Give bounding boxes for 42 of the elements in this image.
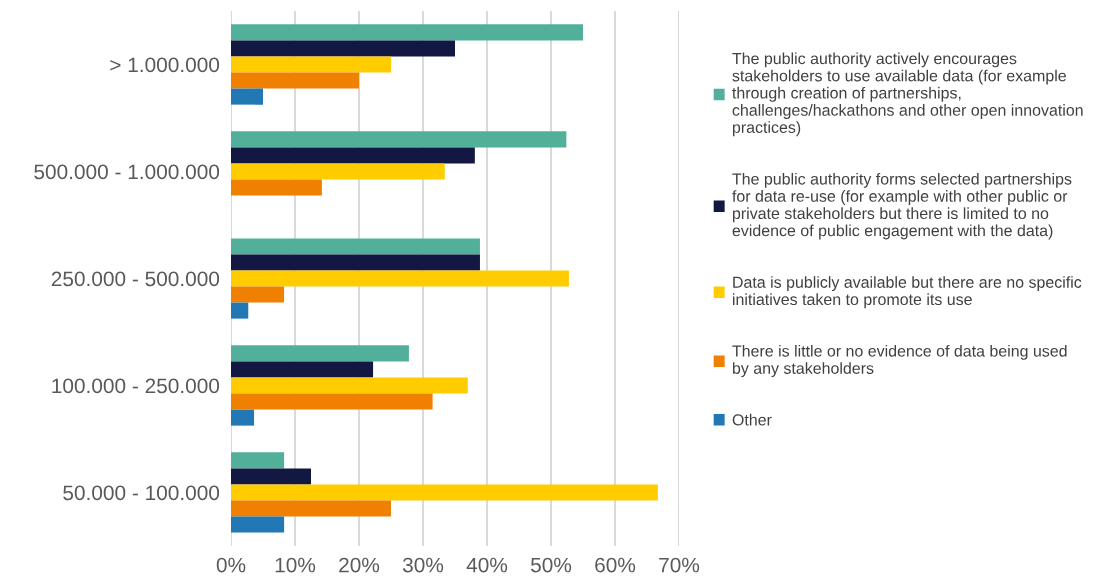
bar [231, 345, 409, 362]
bar [231, 254, 480, 271]
bar [231, 72, 359, 89]
bar [231, 131, 567, 148]
bar [231, 484, 658, 501]
bar [231, 179, 322, 196]
y-tick-label: 50.000 - 100.000 [63, 485, 220, 501]
bar [231, 377, 468, 394]
bar [231, 270, 569, 287]
bar [231, 88, 263, 105]
bar [231, 24, 583, 41]
legend-label: The public authority actively encourages stakeholders to use available data (for example through creation of partnerships, challenges/hackathons and other open innovation practices) [732, 52, 1083, 137]
bar [231, 409, 255, 426]
bar [231, 238, 480, 255]
legend-label: Other [732, 413, 772, 426]
bar [231, 147, 475, 164]
x-tick-label: 30% [402, 557, 444, 573]
legend-label: The public authority forms selected partnerships for data re-use (for example with other public or private stakeholders but there is limited to no evidence of public engagement with the data) [732, 172, 1072, 240]
bar [231, 286, 285, 303]
bar [231, 393, 433, 410]
x-tick-label: 10% [275, 557, 316, 573]
bar [231, 468, 311, 485]
bar [231, 302, 249, 319]
bar [231, 163, 445, 180]
x-tick-label: 50% [530, 557, 572, 573]
y-tick-label: > 1.000.000 [110, 57, 220, 73]
bar [231, 361, 374, 378]
x-tick-label: 40% [466, 557, 508, 573]
y-tick-label: 500.000 - 1.000.000 [34, 164, 220, 180]
bar [231, 40, 455, 57]
bar [231, 452, 285, 469]
legend-label: Data is publicly available but there are no specific initiatives taken to promote its use [733, 276, 1082, 309]
bar [231, 500, 391, 517]
y-tick-label: 100.000 - 250.000 [52, 378, 220, 394]
x-tick-label: 0% [216, 557, 246, 573]
x-tick-label: 20% [339, 557, 380, 573]
bar [231, 516, 285, 533]
x-tick-label: 70% [659, 557, 700, 573]
y-tick-label: 250.000 - 500.000 [51, 271, 220, 287]
bar [231, 56, 391, 73]
legend-label: There is little or no evidence of data being used by any stakeholders [732, 344, 1067, 378]
x-tick-label: 60% [595, 557, 636, 573]
